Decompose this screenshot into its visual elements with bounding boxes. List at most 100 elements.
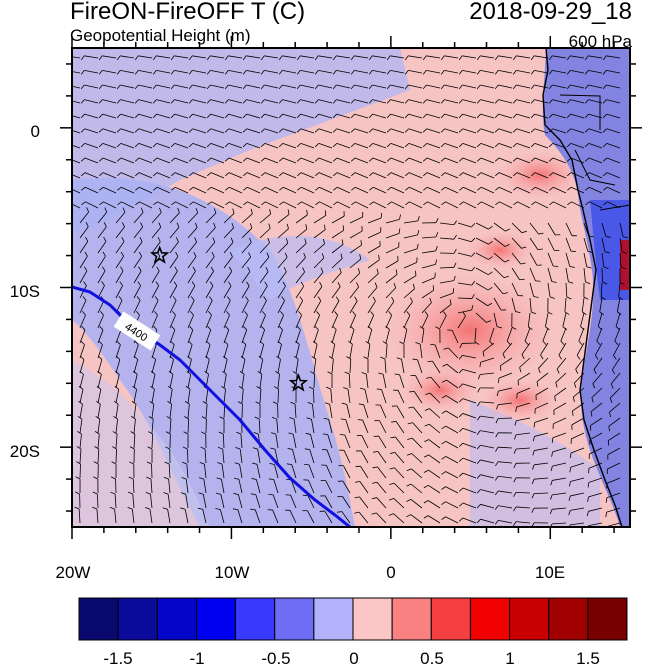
wind-barb — [349, 258, 362, 269]
wind-barb-flag — [170, 128, 175, 133]
wind-barb-flag — [564, 311, 570, 315]
wind-barb-flag — [471, 266, 476, 272]
wind-barb-flag — [548, 84, 553, 90]
wind-barb — [588, 70, 603, 74]
wind-barb — [446, 379, 459, 389]
wind-barb-flag — [323, 238, 325, 244]
wind-barb-flag — [188, 55, 193, 61]
wind-barb-flag — [566, 99, 571, 104]
wind-barb — [313, 388, 315, 404]
wind-barb-flag — [435, 259, 437, 265]
wind-barb — [264, 172, 279, 179]
wind-barb — [259, 271, 269, 284]
wind-barb — [511, 282, 519, 296]
wind-barb-flag — [550, 466, 553, 472]
wind-barb — [588, 462, 603, 469]
wind-barb-flag — [201, 431, 206, 435]
wind-barb-flag — [314, 128, 319, 133]
wind-barb-flag — [159, 207, 162, 213]
wind-barb-flag — [514, 420, 517, 426]
wind-barb — [606, 99, 621, 104]
wind-barb — [589, 186, 603, 194]
wind-barb — [534, 462, 549, 466]
wind-barb-flag — [243, 172, 248, 177]
wind-barb — [292, 434, 297, 449]
wind-barb-flag — [84, 251, 88, 257]
wind-barb-flag — [103, 236, 107, 242]
wind-barb — [589, 201, 603, 209]
wind-barb — [324, 510, 333, 524]
wind-barb-flag — [558, 354, 562, 360]
wind-barb — [331, 359, 334, 374]
wind-barb — [84, 157, 99, 164]
wind-barb — [349, 329, 355, 344]
wind-barb — [588, 142, 603, 149]
wind-barb-flag — [152, 143, 158, 148]
wind-barb — [498, 387, 513, 392]
wind-barb — [336, 128, 351, 134]
wind-barb-flag — [578, 340, 583, 346]
wind-barb — [318, 172, 333, 179]
wind-barb-flag — [441, 410, 447, 414]
wind-barb-flag — [276, 355, 281, 360]
wind-barb-flag — [587, 482, 590, 488]
wind-barb — [210, 84, 225, 89]
wind-barb — [588, 507, 603, 512]
wind-barb-flag — [382, 341, 388, 345]
wind-barb — [115, 256, 124, 269]
wind-barb-flag — [474, 341, 480, 345]
wind-barb-flag — [158, 222, 162, 228]
wind-barb-flag — [225, 201, 230, 206]
wind-barb-flag — [471, 223, 476, 228]
wind-barb — [552, 492, 567, 496]
wind-barb-flag — [512, 128, 517, 133]
wind-barb-flag — [167, 385, 173, 390]
wind-barb-flag — [386, 128, 391, 133]
wind-barb — [223, 329, 230, 344]
wind-barb — [516, 128, 531, 134]
wind-barb — [259, 256, 270, 269]
wind-barb — [174, 55, 189, 59]
wind-barb-flag — [156, 266, 160, 272]
wind-barb-flag — [613, 355, 617, 360]
wind-barb-flag — [476, 157, 482, 162]
wind-barb — [534, 128, 549, 134]
wind-barb-flag — [172, 311, 176, 316]
wind-barb — [571, 432, 585, 440]
wind-barb — [475, 222, 489, 230]
wind-barb-flag — [316, 311, 320, 316]
wind-barb-flag — [350, 55, 355, 61]
wind-barb-flag — [146, 461, 152, 465]
wind-barb-flag — [458, 55, 463, 61]
wind-barb — [246, 113, 261, 119]
wind-barb-flag — [278, 55, 283, 61]
wind-barb-flag — [453, 275, 456, 281]
wind-barb — [223, 359, 228, 374]
wind-barb — [462, 413, 477, 419]
wind-barb — [480, 372, 495, 375]
wind-barb-flag — [152, 157, 158, 162]
wind-barb-flag — [77, 431, 82, 435]
wind-barb-flag — [172, 296, 177, 301]
wind-barb — [390, 99, 405, 104]
wind-barb-flag — [232, 508, 238, 511]
wind-barb — [376, 512, 387, 524]
wind-barb — [511, 222, 523, 234]
wind-barb — [360, 465, 369, 479]
wind-barb — [246, 55, 261, 59]
wind-barb — [169, 285, 178, 299]
wind-barb-flag — [286, 463, 292, 466]
wind-barb-flag — [206, 70, 211, 75]
wind-barb-flag — [494, 55, 499, 61]
wind-barb — [367, 315, 375, 329]
wind-barb — [576, 342, 585, 356]
wind-barb — [534, 70, 549, 74]
wind-barb — [480, 357, 495, 363]
wind-barb-flag — [513, 477, 517, 483]
wind-barb — [354, 84, 369, 89]
wind-barb — [552, 157, 567, 164]
wind-barb-flag — [314, 143, 320, 148]
wind-barb-flag — [81, 172, 86, 177]
colorbar-swatch — [469, 597, 511, 641]
wind-barb-flag — [176, 222, 180, 228]
